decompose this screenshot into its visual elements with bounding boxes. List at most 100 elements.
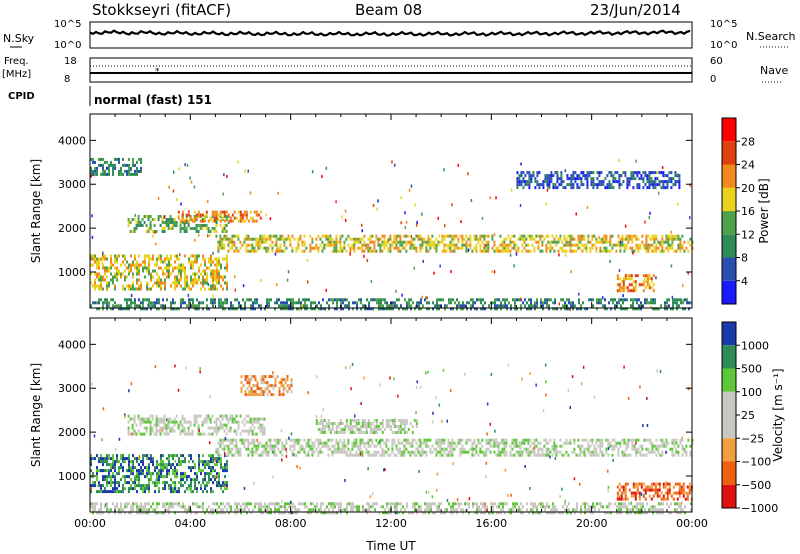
- echo-cell: [639, 243, 642, 247]
- echo-cell: [200, 281, 202, 285]
- echo-cell: [214, 278, 216, 282]
- echo-cell: [172, 307, 174, 311]
- echo-cell: [136, 281, 138, 285]
- echo-cell: [184, 281, 186, 285]
- echo-cell: [531, 450, 534, 454]
- echo-cell: [186, 478, 188, 482]
- echo-cell: [481, 438, 484, 442]
- echo-cell: [241, 438, 244, 442]
- echo-cell: [158, 511, 160, 515]
- echo-cell: [219, 213, 222, 217]
- echo-cell: [579, 450, 582, 454]
- echo-cell: [405, 431, 408, 434]
- echo-cell: [509, 237, 512, 241]
- echo-cell: [286, 384, 289, 388]
- echo-cell: [131, 423, 134, 427]
- echo-cell: [359, 447, 362, 451]
- echo-cell: [664, 304, 666, 308]
- echo-cell: [437, 438, 440, 442]
- echo-speckle: [178, 167, 180, 171]
- echo-cell: [591, 453, 594, 457]
- echo-cell: [158, 502, 160, 506]
- echo-cell: [507, 249, 510, 253]
- echo-cell: [306, 307, 308, 311]
- echo-cell: [649, 246, 652, 250]
- echo-cell: [333, 422, 336, 425]
- echo-cell: [624, 277, 627, 281]
- echo-cell: [671, 234, 674, 238]
- echo-speckle: [307, 280, 309, 284]
- echo-cell: [183, 420, 186, 424]
- echo-cell: [569, 246, 572, 250]
- echo-cell: [605, 234, 608, 238]
- echo-cell: [132, 275, 134, 279]
- echo-cell: [385, 243, 388, 247]
- echo-cell: [196, 257, 198, 261]
- echo-cell: [194, 466, 196, 470]
- echo-cell: [134, 502, 136, 506]
- echo-cell: [169, 221, 172, 224]
- echo-cell: [132, 505, 134, 509]
- echo-cell: [255, 444, 258, 448]
- echo-cell: [90, 463, 92, 467]
- echo-speckle: [450, 270, 452, 274]
- echo-cell: [441, 453, 444, 457]
- echo-cell: [206, 472, 208, 476]
- echo-cell: [678, 180, 681, 184]
- echo-cell: [452, 307, 454, 311]
- echo-cell: [618, 488, 621, 492]
- echo-cell: [130, 269, 132, 273]
- echo-cell: [598, 174, 601, 178]
- echo-cell: [263, 237, 266, 241]
- echo-cell: [90, 272, 92, 276]
- echo-cell: [126, 481, 128, 485]
- echo-cell: [182, 460, 184, 464]
- echo-cell: [595, 450, 598, 454]
- echo-cell: [447, 441, 450, 445]
- echo-cell: [231, 447, 234, 451]
- echo-cell: [168, 454, 170, 458]
- echo-cell: [355, 240, 358, 244]
- echo-speckle: [134, 213, 136, 217]
- echo-cell: [626, 497, 629, 501]
- echo-cell: [419, 444, 422, 448]
- echo-cell: [673, 438, 676, 442]
- echo-cell: [573, 447, 576, 451]
- echo-cell: [647, 450, 650, 454]
- echo-cell: [311, 444, 314, 448]
- echo-cell: [689, 453, 692, 457]
- echo-cell: [662, 485, 665, 489]
- echo-cell: [245, 234, 248, 238]
- echo-cell: [106, 301, 108, 305]
- echo-speckle: [570, 270, 572, 274]
- echo-cell: [306, 298, 308, 302]
- echo-cell: [644, 488, 647, 492]
- echo-cell: [92, 475, 94, 479]
- echo-cell: [291, 246, 294, 250]
- echo-cell: [303, 243, 306, 247]
- echo-cell: [228, 307, 230, 311]
- echo-cell: [419, 234, 422, 238]
- echo-cell: [140, 263, 142, 267]
- echo-cell: [355, 453, 358, 457]
- echo-cell: [651, 450, 654, 454]
- echo-cell: [654, 485, 657, 489]
- echo-cell: [120, 505, 122, 509]
- echo-cell: [650, 301, 652, 305]
- echo-cell: [572, 183, 575, 187]
- echo-cell: [253, 219, 256, 223]
- echo-cell: [645, 246, 648, 250]
- echo-cell: [622, 283, 625, 287]
- echo-cell: [564, 301, 566, 305]
- echo-cell: [686, 485, 689, 489]
- echo-cell: [475, 450, 478, 454]
- echo-cell: [542, 307, 544, 311]
- echo-cell: [188, 307, 190, 311]
- echo-cell: [669, 243, 672, 247]
- echo-cell: [243, 444, 246, 448]
- echo-cell: [550, 298, 552, 302]
- echo-cell: [226, 287, 228, 291]
- echo-cell: [375, 428, 378, 431]
- echo-cell: [627, 240, 630, 244]
- echo-cell: [134, 287, 136, 291]
